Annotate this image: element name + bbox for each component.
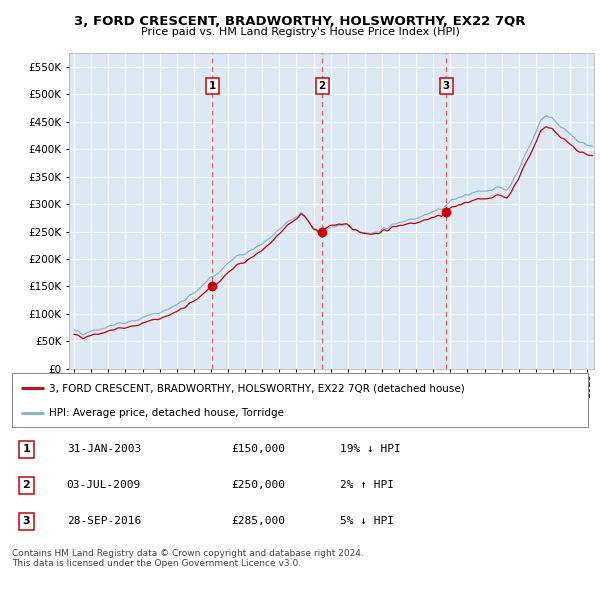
- Text: 2% ↑ HPI: 2% ↑ HPI: [340, 480, 394, 490]
- Text: This data is licensed under the Open Government Licence v3.0.: This data is licensed under the Open Gov…: [12, 559, 301, 568]
- Text: 1: 1: [23, 444, 30, 454]
- Text: Price paid vs. HM Land Registry's House Price Index (HPI): Price paid vs. HM Land Registry's House …: [140, 27, 460, 37]
- Text: 2: 2: [23, 480, 30, 490]
- Text: £285,000: £285,000: [231, 516, 285, 526]
- Text: 3, FORD CRESCENT, BRADWORTHY, HOLSWORTHY, EX22 7QR: 3, FORD CRESCENT, BRADWORTHY, HOLSWORTHY…: [74, 15, 526, 28]
- Text: £250,000: £250,000: [231, 480, 285, 490]
- Text: 1: 1: [209, 81, 216, 91]
- Text: Contains HM Land Registry data © Crown copyright and database right 2024.: Contains HM Land Registry data © Crown c…: [12, 549, 364, 558]
- Text: 5% ↓ HPI: 5% ↓ HPI: [340, 516, 394, 526]
- Text: HPI: Average price, detached house, Torridge: HPI: Average price, detached house, Torr…: [49, 408, 284, 418]
- Text: 3: 3: [442, 81, 450, 91]
- Text: 31-JAN-2003: 31-JAN-2003: [67, 444, 141, 454]
- Text: 19% ↓ HPI: 19% ↓ HPI: [340, 444, 401, 454]
- Text: 28-SEP-2016: 28-SEP-2016: [67, 516, 141, 526]
- Text: 3, FORD CRESCENT, BRADWORTHY, HOLSWORTHY, EX22 7QR (detached house): 3, FORD CRESCENT, BRADWORTHY, HOLSWORTHY…: [49, 384, 465, 394]
- Text: 2: 2: [319, 81, 326, 91]
- Text: 3: 3: [23, 516, 30, 526]
- Text: 03-JUL-2009: 03-JUL-2009: [67, 480, 141, 490]
- Text: £150,000: £150,000: [231, 444, 285, 454]
